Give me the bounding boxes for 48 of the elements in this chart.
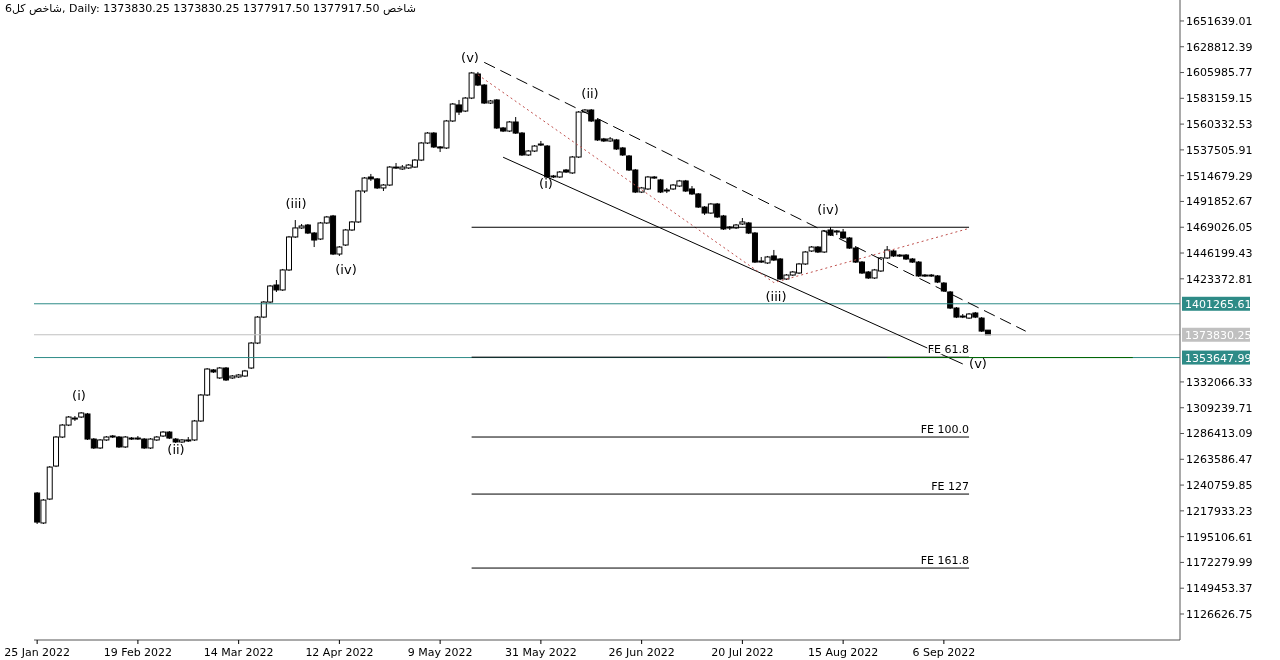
y-tick-label: 1263586.47 <box>1186 453 1253 467</box>
y-tick-label: 1491852.67 <box>1186 195 1253 209</box>
x-tick-label: 14 Mar 2022 <box>203 646 274 659</box>
annotation: (i) <box>72 388 86 403</box>
series-label: FE 127 <box>931 480 970 494</box>
x-tick-label: 19 Feb 2022 <box>103 646 173 659</box>
chart-title: شاخص کل6, Daily: 1373830.25 1373830.25 1377917.50 1377917.50 شاخص <box>5 2 416 15</box>
x-tick-label: 9 May 2022 <box>407 646 473 659</box>
y-tick-label: 1423372.81 <box>1186 272 1253 286</box>
annotation: (iii) <box>285 196 307 211</box>
x-tick-label: 15 Aug 2022 <box>807 646 879 659</box>
y-tick-label: 1217933.23 <box>1186 504 1253 518</box>
y-tick-label: 1537505.91 <box>1186 143 1253 157</box>
series-label: FE 161.8 <box>920 554 970 568</box>
y-tick-label: 1605985.77 <box>1186 66 1253 80</box>
y-tick-label: 1240759.85 <box>1186 478 1253 492</box>
ref-line-label: 1373830.25 <box>1185 328 1252 342</box>
x-tick-label: 6 Sep 2022 <box>912 646 976 659</box>
ref-line-label: 1401265.61 <box>1185 297 1252 311</box>
y-tick-label: 1149453.37 <box>1186 582 1253 596</box>
x-tick-label: 12 Apr 2022 <box>305 646 374 659</box>
y-tick-label: 1195106.61 <box>1186 530 1253 544</box>
y-tick-label: 1560332.53 <box>1186 118 1253 132</box>
annotation: (iv) <box>817 202 839 217</box>
y-tick-label: 1583159.15 <box>1186 92 1253 106</box>
y-tick-label: 1309239.71 <box>1186 401 1253 415</box>
annotation: (ii) <box>581 86 599 101</box>
annotation: (i) <box>539 176 553 191</box>
x-tick-label: 31 May 2022 <box>505 646 577 659</box>
y-tick-label: 1469026.05 <box>1186 221 1253 235</box>
x-tick-label: 26 Jun 2022 <box>608 646 675 659</box>
x-tick-label: 20 Jul 2022 <box>711 646 774 659</box>
y-tick-label: 1172279.99 <box>1186 556 1253 570</box>
y-tick-label: 1514679.29 <box>1186 169 1253 183</box>
y-tick-label: 1332066.33 <box>1186 375 1253 389</box>
annotation: (v) <box>969 356 987 371</box>
y-tick-label: 1286413.09 <box>1186 427 1253 441</box>
ref-line-label: 1353647.99 <box>1185 351 1252 365</box>
y-tick-label: 1126626.75 <box>1186 607 1253 621</box>
annotation: (iii) <box>765 289 787 304</box>
series-label: FE 100.0 <box>920 423 970 437</box>
annotation: (v) <box>461 50 479 65</box>
x-tick-label: 25 Jan 2022 <box>4 646 71 659</box>
y-tick-label: 1651639.01 <box>1186 14 1253 28</box>
y-tick-label: 1446199.43 <box>1186 246 1253 260</box>
annotation: (iv) <box>335 262 357 277</box>
annotation: (ii) <box>167 442 185 457</box>
y-tick-label: 1628812.39 <box>1186 40 1253 54</box>
